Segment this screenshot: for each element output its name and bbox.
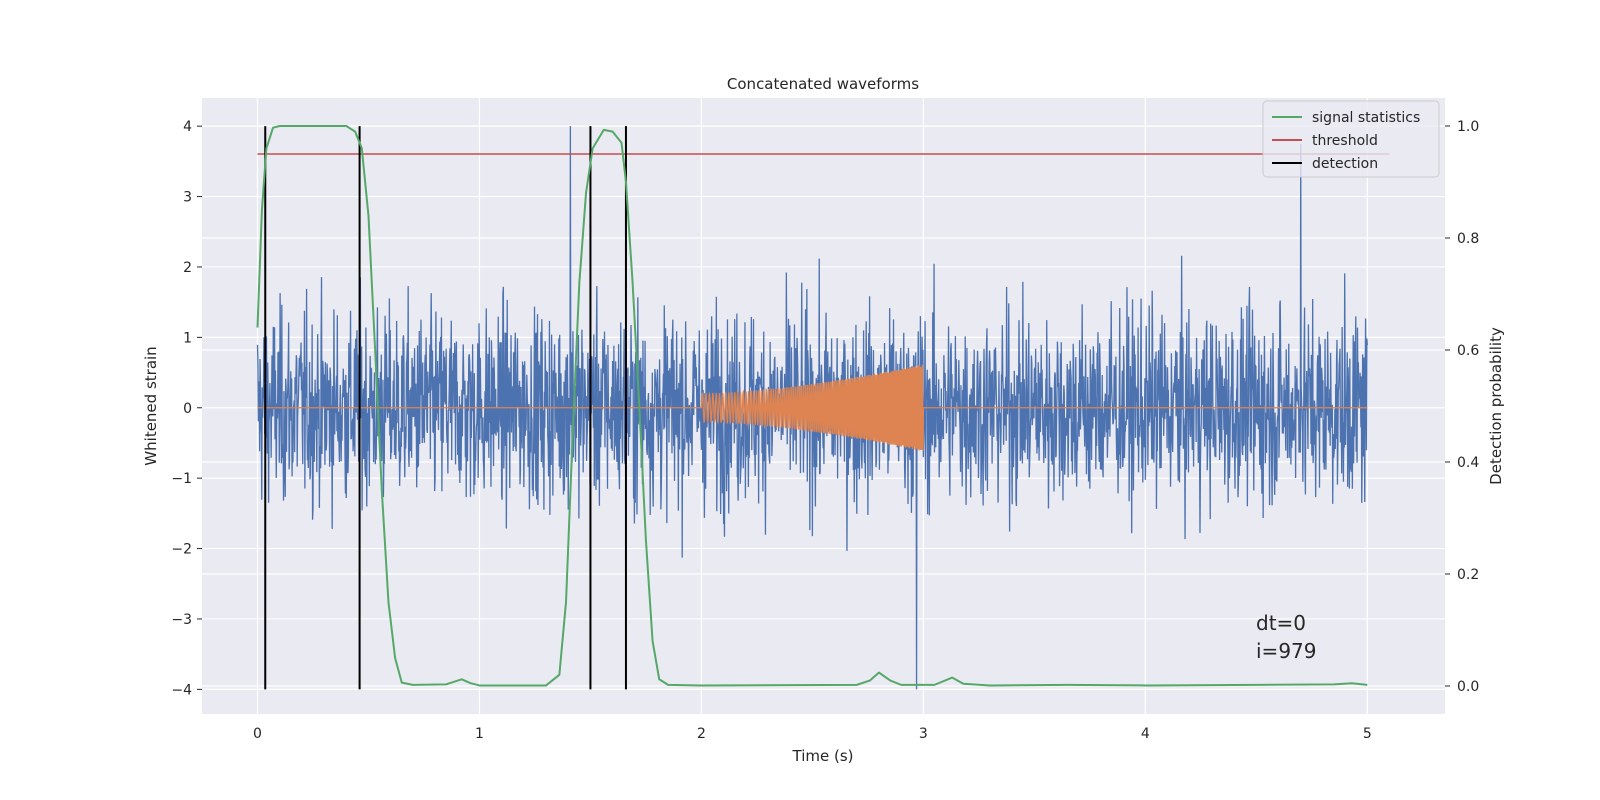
y2-axis-label: Detection probability [1487, 327, 1505, 485]
x-tick-label: 4 [1141, 726, 1150, 742]
y-tick-label: 1 [183, 330, 192, 346]
y2-tick-label: 0.2 [1457, 567, 1479, 583]
y-tick-label: 0 [183, 401, 192, 417]
y-axis-label: Whitened strain [142, 346, 160, 465]
x-tick-label: 1 [475, 726, 484, 742]
x-tick-label: 0 [253, 726, 262, 742]
x-tick-label: 5 [1363, 726, 1372, 742]
y-tick-label: 4 [183, 119, 192, 135]
y-tick-label: 3 [183, 190, 192, 206]
legend-label-detection: detection [1312, 156, 1378, 172]
y-tick-label: −3 [171, 612, 192, 628]
x-tick-label: 2 [697, 726, 706, 742]
x-tick-label: 3 [919, 726, 928, 742]
legend-label-signal-statistics: signal statistics [1312, 110, 1420, 126]
chart-title: Concatenated waveforms [727, 75, 919, 93]
ticks: 0 1 2 3 4 5 −4 −3 −2 −1 0 1 2 3 4 0.0 0.2 0.4 0.6 0.8 1.0 [171, 119, 1479, 742]
legend: signal statistics threshold detection [1262, 100, 1440, 178]
y-tick-label: 2 [183, 260, 192, 276]
series-layer [256, 125, 1390, 690]
strain-noise-line [256, 126, 1368, 690]
y2-tick-label: 0.8 [1457, 231, 1479, 247]
injected-chirp-line [257, 364, 1368, 452]
legend-label-threshold: threshold [1312, 133, 1378, 149]
y2-tick-label: 0.0 [1457, 679, 1479, 695]
y2-tick-label: 1.0 [1457, 119, 1479, 135]
signal-statistics-line [256, 125, 1368, 687]
y2-tick-label: 0.4 [1457, 455, 1479, 471]
y-tick-label: −1 [171, 471, 192, 487]
y2-tick-label: 0.6 [1457, 343, 1479, 359]
y-tick-label: −4 [171, 682, 192, 698]
annotation-index: i=979 [1256, 639, 1317, 663]
x-axis-label: Time (s) [792, 747, 854, 765]
y-tick-label: −2 [171, 542, 192, 558]
legend-box [1262, 100, 1440, 178]
annotation-dt: dt=0 [1256, 611, 1306, 635]
